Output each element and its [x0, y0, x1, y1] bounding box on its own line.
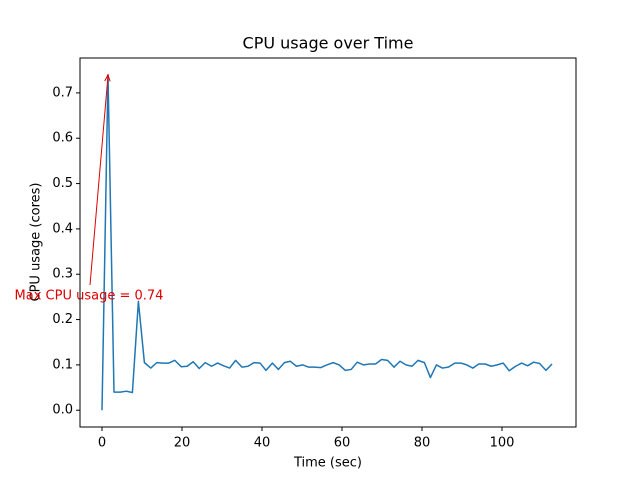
x-tick-label: 80 [414, 436, 431, 451]
y-tick-label: 0.6 [52, 131, 73, 146]
y-axis-label: CPU usage (cores) [29, 183, 44, 302]
data-line [101, 74, 553, 411]
y-tick-label: 0.7 [52, 85, 73, 100]
annotation-arrowhead [104, 73, 111, 82]
x-tick-label: 100 [490, 436, 515, 451]
y-tick-label: 0.2 [52, 312, 73, 327]
y-tick-label: 0.3 [52, 267, 73, 282]
x-tick-label: 60 [334, 436, 351, 451]
annotation-arrow [89, 75, 109, 286]
y-tick-label: 0.4 [52, 221, 73, 236]
y-tick-label: 0.1 [52, 357, 73, 372]
x-tick-label: 20 [174, 436, 191, 451]
y-tick-label: 0.5 [52, 176, 73, 191]
chart-title: CPU usage over Time [243, 34, 414, 53]
annotation: Max CPU usage = 0.74 [15, 289, 164, 304]
plot-frame [79, 57, 577, 428]
x-axis-label: Time (sec) [293, 456, 362, 471]
x-tick-label: 40 [254, 436, 271, 451]
y-tick-label: 0.0 [52, 403, 73, 418]
x-tick-label: 0 [98, 436, 106, 451]
